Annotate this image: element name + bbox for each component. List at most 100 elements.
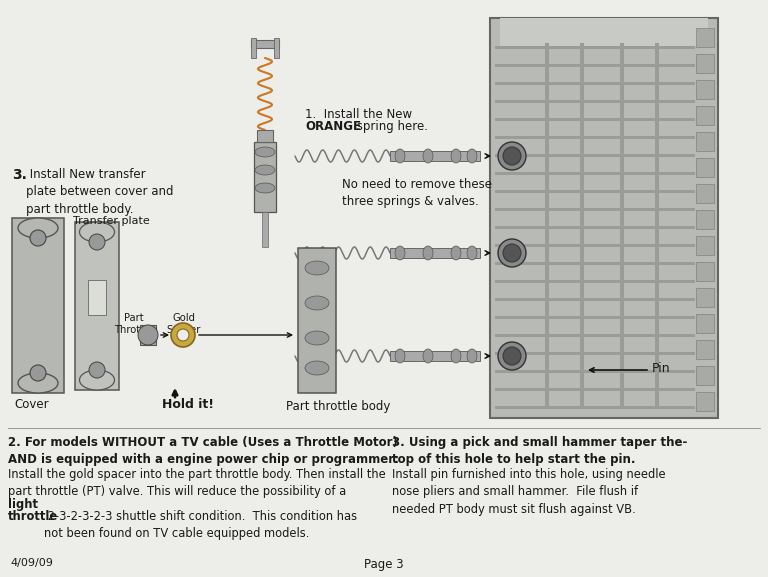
Circle shape (503, 147, 521, 165)
Bar (251, 38, 256, 58)
Bar (696, 80, 714, 99)
Bar (495, 208, 695, 211)
Bar (495, 82, 695, 85)
Bar (696, 184, 714, 203)
Ellipse shape (395, 246, 405, 260)
Ellipse shape (451, 349, 461, 363)
Bar (620, 43, 624, 408)
Circle shape (498, 239, 526, 267)
Text: Part
Throttle: Part Throttle (114, 313, 154, 335)
Bar (655, 43, 659, 408)
Bar (495, 334, 695, 337)
Bar (251, 40, 279, 48)
Circle shape (138, 325, 158, 345)
Bar (298, 248, 336, 393)
Bar (696, 54, 714, 73)
Bar (257, 130, 273, 142)
Ellipse shape (467, 349, 477, 363)
Bar (12, 218, 64, 393)
Bar (140, 325, 156, 345)
Bar (490, 18, 718, 418)
Ellipse shape (395, 149, 405, 163)
Text: Transfer plate: Transfer plate (73, 216, 150, 226)
Bar (495, 136, 695, 139)
Text: 1.  Install the New: 1. Install the New (305, 108, 412, 121)
Bar (696, 28, 714, 47)
Bar (495, 406, 695, 409)
Bar (495, 316, 695, 319)
Ellipse shape (423, 349, 433, 363)
Bar (495, 118, 695, 121)
Bar (495, 280, 695, 283)
Bar (254, 142, 276, 212)
Bar (495, 370, 695, 373)
Ellipse shape (80, 370, 114, 390)
Ellipse shape (451, 246, 461, 260)
Ellipse shape (255, 165, 275, 175)
Ellipse shape (423, 149, 433, 163)
Text: Install pin furnished into this hole, using needle
nose pliers and small hammer.: Install pin furnished into this hole, us… (392, 468, 666, 516)
Bar (495, 172, 695, 175)
Bar (696, 158, 714, 177)
Bar (696, 210, 714, 229)
Text: 2. For models WITHOUT a TV cable (Uses a Throttle Motor)
AND is equipped with a : 2. For models WITHOUT a TV cable (Uses a… (8, 436, 399, 466)
Text: No need to remove these
three springs & valves.: No need to remove these three springs & … (342, 178, 492, 208)
Ellipse shape (305, 296, 329, 310)
Bar (696, 288, 714, 307)
Bar (495, 298, 695, 301)
Ellipse shape (467, 149, 477, 163)
Text: Page 3: Page 3 (364, 558, 404, 571)
Text: 4/09/09: 4/09/09 (10, 558, 53, 568)
Bar (495, 244, 695, 247)
Bar (696, 132, 714, 151)
Text: light: light (8, 498, 38, 511)
Text: spring here.: spring here. (353, 120, 428, 133)
Ellipse shape (305, 361, 329, 375)
Text: Install the gold spacer into the part throttle body. Then install the
part throt: Install the gold spacer into the part th… (8, 468, 386, 499)
Text: Pin: Pin (652, 362, 670, 375)
Bar (696, 262, 714, 281)
Ellipse shape (451, 149, 461, 163)
Text: throttle: throttle (8, 510, 58, 523)
Bar (696, 340, 714, 359)
Bar (696, 106, 714, 125)
Bar (495, 100, 695, 103)
Text: Install New transfer
plate between cover and
part throttle body.: Install New transfer plate between cover… (26, 168, 174, 216)
Text: 3.: 3. (12, 168, 27, 182)
Ellipse shape (395, 349, 405, 363)
Ellipse shape (255, 147, 275, 157)
Bar (696, 366, 714, 385)
Circle shape (503, 244, 521, 262)
Text: 3. Using a pick and small hammer taper the-
top of this hole to help start the p: 3. Using a pick and small hammer taper t… (392, 436, 687, 466)
Ellipse shape (80, 222, 114, 242)
Bar (390, 351, 480, 361)
Circle shape (30, 365, 46, 381)
Bar (495, 190, 695, 193)
Bar (495, 154, 695, 157)
Bar (495, 64, 695, 67)
Bar (262, 212, 268, 247)
Ellipse shape (467, 246, 477, 260)
Circle shape (89, 362, 105, 378)
Ellipse shape (305, 331, 329, 345)
Ellipse shape (423, 246, 433, 260)
Circle shape (89, 234, 105, 250)
Text: Part throttle body: Part throttle body (286, 400, 390, 413)
Circle shape (177, 329, 189, 341)
Bar (274, 38, 279, 58)
Bar (495, 352, 695, 355)
Ellipse shape (255, 183, 275, 193)
Text: Hold it!: Hold it! (162, 398, 214, 411)
Circle shape (498, 142, 526, 170)
Text: Cover: Cover (14, 398, 48, 411)
Bar (75, 222, 119, 390)
Ellipse shape (18, 218, 58, 238)
Bar (88, 280, 106, 315)
Bar (500, 18, 708, 46)
Bar (696, 314, 714, 333)
Bar (495, 226, 695, 229)
Text: ORANGE: ORANGE (305, 120, 361, 133)
Ellipse shape (18, 373, 58, 393)
Bar (390, 151, 480, 161)
Bar (495, 388, 695, 391)
